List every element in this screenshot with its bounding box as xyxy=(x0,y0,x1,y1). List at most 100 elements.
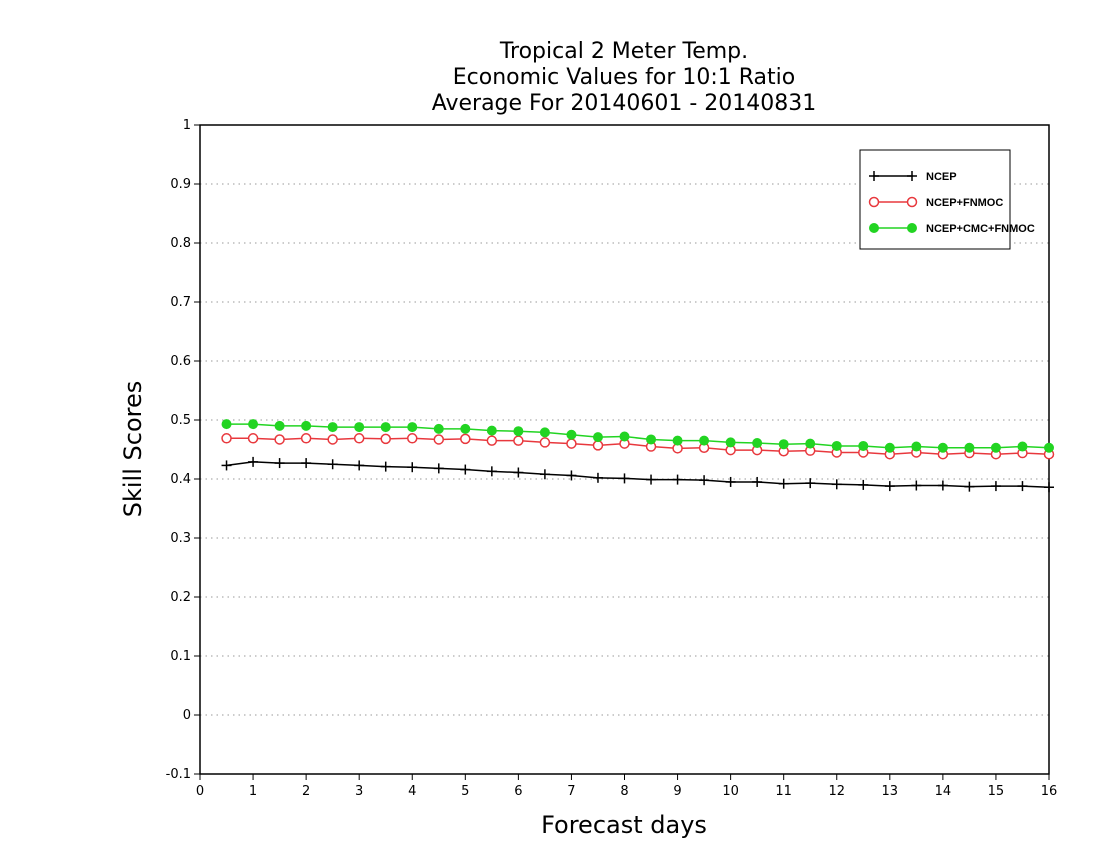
legend-marker-end xyxy=(906,196,918,208)
data-point xyxy=(990,481,1001,492)
x-tick-label: 2 xyxy=(302,784,310,799)
data-point xyxy=(327,434,338,445)
data-point xyxy=(619,431,630,442)
data-point xyxy=(725,476,736,487)
series-layer xyxy=(221,419,1055,493)
x-tick-label: 7 xyxy=(567,784,575,799)
legend-box xyxy=(859,149,1011,250)
y-tick-label: 0.5 xyxy=(170,413,191,428)
data-point xyxy=(221,433,232,444)
y-tick-label: 0.2 xyxy=(170,590,191,605)
legend-label: NCEP xyxy=(926,171,957,183)
x-tick-label: 10 xyxy=(722,784,739,799)
data-point xyxy=(1044,442,1054,453)
data-point xyxy=(964,442,975,453)
y-axis-ticks: -0.1 0 0.1 0.2 0.3 0.4 0.5 0.6 0.7 0.8 0.9 1 xyxy=(166,118,200,782)
y-tick-label: -0.1 xyxy=(166,767,191,782)
data-point xyxy=(646,474,657,485)
title-line-3: Average For 20140601 - 20140831 xyxy=(432,91,817,116)
data-point xyxy=(301,420,312,431)
data-point xyxy=(592,440,604,451)
data-point xyxy=(805,438,816,449)
chart-title: Tropical 2 Meter Temp. Economic Values f… xyxy=(432,39,817,116)
data-point xyxy=(911,480,922,491)
data-point xyxy=(221,460,232,471)
data-point xyxy=(592,472,603,483)
legend-entry: NCEP+FNMOC xyxy=(868,196,1003,209)
x-tick-label: 9 xyxy=(673,784,681,799)
data-point xyxy=(964,481,975,492)
data-point xyxy=(539,469,550,480)
x-tick-label: 14 xyxy=(935,784,952,799)
x-tick-label: 12 xyxy=(828,784,845,799)
x-tick-label: 4 xyxy=(408,784,416,799)
data-point xyxy=(380,422,391,433)
y-tick-label: 0.8 xyxy=(170,236,191,251)
data-point xyxy=(699,475,710,486)
data-point xyxy=(407,422,418,433)
data-point xyxy=(274,458,285,469)
data-point xyxy=(752,476,763,487)
y-tick-label: 0.7 xyxy=(170,295,191,310)
legend-entry: NCEP xyxy=(869,171,957,183)
data-point xyxy=(539,427,550,438)
data-point xyxy=(407,462,418,473)
data-point xyxy=(354,460,365,471)
series-0 xyxy=(221,456,1054,493)
data-point xyxy=(778,478,789,489)
data-point xyxy=(805,478,816,489)
x-tick-label: 5 xyxy=(461,784,469,799)
x-tick-label: 11 xyxy=(775,784,792,799)
data-point xyxy=(831,440,842,451)
legend-marker-end xyxy=(907,223,917,233)
data-point xyxy=(699,435,710,446)
data-point xyxy=(725,437,736,448)
data-point xyxy=(248,419,259,430)
data-point xyxy=(672,474,683,485)
x-axis-title: Forecast days xyxy=(541,811,707,839)
y-tick-label: 0.9 xyxy=(170,177,191,192)
data-point xyxy=(592,432,603,443)
data-point xyxy=(858,440,869,451)
data-point xyxy=(884,442,895,453)
legend: NCEP NCEP+FNMOC NCEP+CMC+FNMOC xyxy=(859,149,1035,250)
data-point xyxy=(407,433,418,444)
x-axis-ticks: 0 1 2 3 4 5 6 7 8 9 10 11 12 13 14 15 16 xyxy=(196,774,1057,799)
series-line xyxy=(226,461,1050,489)
data-point xyxy=(831,479,842,490)
data-point xyxy=(327,459,338,470)
legend-label: NCEP+FNMOC xyxy=(926,197,1003,209)
y-tick-label: 1 xyxy=(183,118,191,133)
data-point xyxy=(300,433,312,444)
x-tick-label: 13 xyxy=(882,784,899,799)
x-tick-label: 6 xyxy=(514,784,522,799)
data-point xyxy=(301,458,312,469)
x-tick-label: 8 xyxy=(620,784,628,799)
data-point xyxy=(486,435,498,446)
data-point xyxy=(937,480,948,491)
data-point xyxy=(990,442,1001,453)
data-point xyxy=(513,467,524,478)
data-point xyxy=(354,422,365,433)
data-point xyxy=(433,423,444,434)
legend-marker-start xyxy=(869,223,879,233)
data-point xyxy=(1044,482,1054,493)
x-tick-label: 0 xyxy=(196,784,204,799)
title-line-1: Tropical 2 Meter Temp. xyxy=(499,39,748,64)
y-tick-label: 0 xyxy=(183,708,191,723)
data-point xyxy=(884,481,895,492)
data-point xyxy=(486,466,497,477)
data-point xyxy=(1017,441,1028,452)
data-point xyxy=(221,419,232,430)
data-point xyxy=(380,433,391,445)
x-tick-label: 15 xyxy=(988,784,1005,799)
data-point xyxy=(566,438,577,449)
y-tick-label: 0.3 xyxy=(170,531,191,546)
data-point xyxy=(937,442,948,453)
data-point xyxy=(752,438,763,449)
data-point xyxy=(566,470,577,481)
data-point xyxy=(513,426,524,437)
data-point xyxy=(911,441,922,452)
data-point xyxy=(380,461,391,472)
